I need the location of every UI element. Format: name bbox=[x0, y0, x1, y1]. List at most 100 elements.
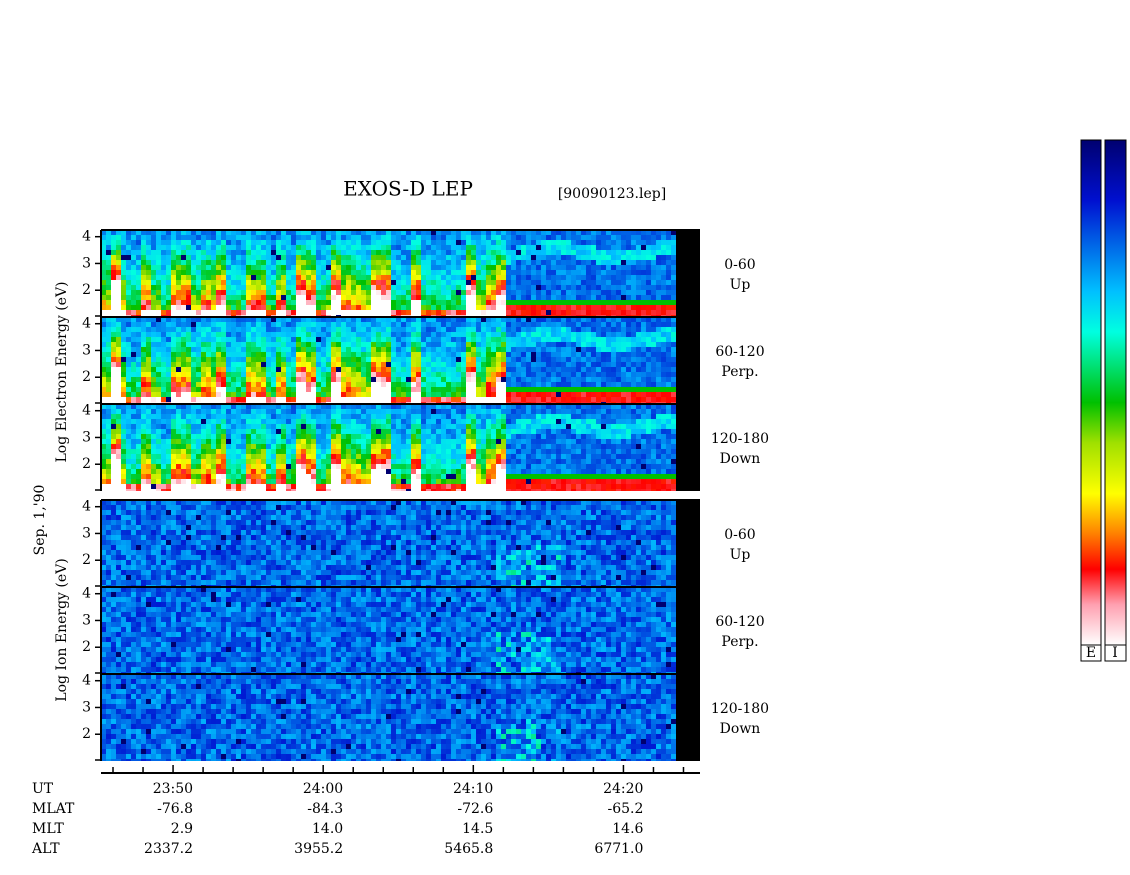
spectrogram-cell bbox=[636, 332, 641, 337]
spectrogram-cell bbox=[311, 235, 316, 240]
spectrogram-cell bbox=[616, 382, 621, 387]
spectrogram-cell bbox=[371, 342, 376, 347]
spectrogram-cell bbox=[651, 285, 656, 290]
spectrogram-cell bbox=[326, 290, 331, 295]
spectrogram-cell bbox=[461, 310, 466, 315]
spectrogram-cell bbox=[326, 327, 331, 332]
spectrogram-cell bbox=[111, 280, 116, 285]
spectrogram-cell bbox=[346, 310, 351, 315]
spectrogram-cell bbox=[511, 245, 516, 250]
spectrogram-cell bbox=[206, 352, 211, 357]
spectrogram-cell bbox=[251, 439, 256, 444]
spectrogram-cell bbox=[201, 424, 206, 429]
spectrogram-cell bbox=[216, 285, 221, 290]
spectrogram-cell bbox=[501, 377, 506, 382]
spectrogram-cell bbox=[446, 310, 451, 315]
spectrogram-cell bbox=[286, 372, 291, 377]
spectrogram-cell bbox=[141, 245, 146, 250]
spectrogram-cell bbox=[206, 474, 211, 479]
spectrogram-cell bbox=[311, 245, 316, 250]
spectrogram-cell bbox=[611, 295, 616, 300]
spectrogram-cell bbox=[171, 382, 176, 387]
spectrogram-cell bbox=[336, 317, 341, 322]
spectrogram-cell bbox=[191, 300, 196, 305]
spectrogram-cell bbox=[236, 270, 241, 275]
spectrogram-cell bbox=[431, 357, 436, 362]
spectrogram-cell bbox=[546, 265, 551, 270]
spectrogram-cell bbox=[336, 310, 341, 315]
spectrogram-cell bbox=[181, 230, 186, 235]
spectrogram-cell bbox=[141, 322, 146, 327]
spectrogram-cell bbox=[591, 337, 596, 342]
spectrogram-cell bbox=[111, 270, 116, 275]
spectrogram-cell bbox=[351, 322, 356, 327]
spectrogram-cell bbox=[256, 270, 261, 275]
spectrogram-cell bbox=[221, 295, 226, 300]
spectrogram-cell bbox=[581, 332, 586, 337]
spectrogram-cell bbox=[396, 230, 401, 235]
spectrogram-cell bbox=[141, 362, 146, 367]
spectrogram-cell bbox=[276, 362, 281, 367]
spectrogram-cell bbox=[661, 230, 666, 235]
spectrogram-cell bbox=[651, 230, 656, 235]
spectrogram-cell bbox=[106, 434, 111, 439]
spectrogram-cell bbox=[371, 295, 376, 300]
spectrogram-cell bbox=[501, 347, 506, 352]
spectrogram-cell bbox=[566, 255, 571, 260]
spectrogram-cell bbox=[291, 337, 296, 342]
file-name: [90090123.lep] bbox=[558, 186, 666, 202]
spectrogram-cell bbox=[446, 367, 451, 372]
spectrogram-cell bbox=[626, 240, 631, 245]
spectrogram-cell bbox=[176, 352, 181, 357]
spectrogram-cell bbox=[551, 245, 556, 250]
spectrogram-cell bbox=[171, 464, 176, 469]
spectrogram-cell bbox=[226, 464, 231, 469]
spectrogram-cell bbox=[331, 305, 336, 310]
spectrogram-cell bbox=[371, 240, 376, 245]
spectrogram-cell bbox=[236, 235, 241, 240]
spectrogram-cell bbox=[256, 347, 261, 352]
spectrogram-cell bbox=[356, 285, 361, 290]
spectrogram-cell bbox=[286, 367, 291, 372]
spectrogram-cell bbox=[246, 327, 251, 332]
spectrogram-cell bbox=[151, 295, 156, 300]
spectrogram-cell bbox=[621, 240, 626, 245]
spectrogram-cell bbox=[346, 387, 351, 392]
spectrogram-cell bbox=[116, 347, 121, 352]
spectrogram-cell bbox=[246, 439, 251, 444]
spectrogram-cell bbox=[231, 295, 236, 300]
spectrogram-cell bbox=[281, 290, 286, 295]
spectrogram-cell bbox=[241, 367, 246, 372]
spectrogram-cell bbox=[401, 235, 406, 240]
spectrogram-cell bbox=[526, 397, 531, 402]
spectrogram-cell bbox=[551, 362, 556, 367]
spectrogram-cell bbox=[501, 230, 506, 235]
spectrogram-cell bbox=[111, 377, 116, 382]
spectrogram-cell bbox=[126, 317, 131, 322]
spectrogram-cell bbox=[111, 342, 116, 347]
spectrogram-cell bbox=[131, 454, 136, 459]
spectrogram-cell bbox=[571, 347, 576, 352]
spectrogram-cell bbox=[426, 300, 431, 305]
spectrogram-cell bbox=[301, 449, 306, 454]
spectrogram-cell bbox=[141, 332, 146, 337]
spectrogram-cell bbox=[241, 275, 246, 280]
spectrogram-cell bbox=[451, 265, 456, 270]
spectrogram-cell bbox=[541, 342, 546, 347]
spectrogram-cell bbox=[191, 434, 196, 439]
spectrogram-cell bbox=[281, 285, 286, 290]
spectrogram-cell bbox=[106, 260, 111, 265]
spectrogram-cell bbox=[486, 377, 491, 382]
spectrogram-cell bbox=[456, 265, 461, 270]
spectrogram-cell bbox=[421, 250, 426, 255]
spectrogram-cell bbox=[206, 260, 211, 265]
spectrogram-cell bbox=[616, 265, 621, 270]
spectrogram-cell bbox=[116, 424, 121, 429]
spectrogram-cell bbox=[356, 372, 361, 377]
spectrogram-cell bbox=[636, 235, 641, 240]
spectrogram-cell bbox=[481, 250, 486, 255]
spectrogram-cell bbox=[226, 424, 231, 429]
spectrogram-cell bbox=[431, 322, 436, 327]
spectrogram-cell bbox=[511, 295, 516, 300]
spectrogram-cell bbox=[616, 290, 621, 295]
